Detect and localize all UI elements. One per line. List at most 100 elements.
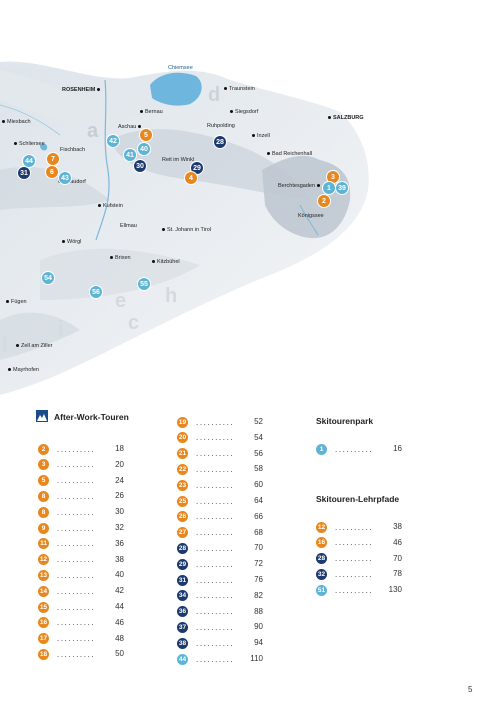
- tour-marker[interactable]: 41: [124, 149, 136, 161]
- leader-dots: ..........: [196, 575, 235, 585]
- tour-badge: 1: [316, 443, 327, 455]
- list-item[interactable]: 3..........: [38, 459, 95, 471]
- town: Oberaudorf: [58, 179, 86, 185]
- page-ref: 50: [115, 649, 124, 659]
- town: Berchtesgaden: [278, 183, 322, 190]
- leader-dots: ..........: [335, 585, 374, 595]
- page-ref: 68: [254, 527, 263, 537]
- tour-marker[interactable]: 30: [134, 160, 146, 172]
- list-item[interactable]: 37..........: [177, 621, 234, 633]
- tour-marker[interactable]: 1: [323, 182, 335, 194]
- tour-marker[interactable]: 31: [18, 167, 30, 179]
- list-item[interactable]: 11..........: [38, 538, 95, 550]
- map-terrain: [0, 0, 500, 395]
- list-item[interactable]: 14..........: [38, 585, 95, 597]
- page-ref: 36: [115, 538, 124, 548]
- leader-dots: ..........: [57, 523, 96, 533]
- list-item[interactable]: 21..........: [177, 448, 234, 460]
- page-ref: 26: [115, 491, 124, 501]
- page-ref: 90: [254, 622, 263, 632]
- town: Fügen: [4, 299, 27, 306]
- list-item[interactable]: 26..........: [177, 511, 234, 523]
- list-item[interactable]: 17..........: [38, 633, 95, 645]
- list-item[interactable]: 29..........: [177, 558, 234, 570]
- list-item[interactable]: 19..........: [177, 416, 234, 428]
- list-item[interactable]: 16..........: [316, 537, 373, 549]
- list-item[interactable]: 34..........: [177, 590, 234, 602]
- tour-badge: 19: [177, 416, 188, 428]
- terrain-ridge: [40, 248, 200, 300]
- list-item[interactable]: 20..........: [177, 432, 234, 444]
- list-item[interactable]: 12..........: [38, 554, 95, 566]
- tour-badge: 8: [38, 506, 49, 518]
- lehrpfade-title: Skitouren-Lehrpfade: [316, 494, 400, 504]
- list-item[interactable]: 2..........: [38, 443, 95, 455]
- tour-marker[interactable]: 7: [47, 153, 59, 165]
- list-item[interactable]: 1..........: [316, 443, 373, 455]
- list-item[interactable]: 51..........: [316, 584, 373, 596]
- list-item[interactable]: 28..........: [177, 542, 234, 554]
- tour-marker[interactable]: 54: [42, 272, 54, 284]
- tour-marker[interactable]: 2: [318, 195, 330, 207]
- river: [299, 204, 319, 236]
- list-item[interactable]: 23..........: [177, 479, 234, 491]
- list-item[interactable]: 18..........: [38, 648, 95, 660]
- tour-marker[interactable]: 56: [90, 286, 102, 298]
- tour-badge: 16: [316, 537, 327, 549]
- tour-badge: 36: [177, 606, 188, 618]
- leader-dots: ..........: [57, 476, 96, 486]
- list-item[interactable]: 9..........: [38, 522, 95, 534]
- tour-marker[interactable]: 4: [185, 172, 197, 184]
- list-item[interactable]: 8..........: [38, 506, 95, 518]
- after-work-icon-glyph: [37, 414, 47, 421]
- town: Bad Reichenhall: [265, 151, 312, 158]
- town: Reit im Winkl: [162, 157, 195, 163]
- tour-marker[interactable]: 43: [59, 172, 71, 184]
- leader-dots: ..........: [57, 460, 96, 470]
- tour-marker[interactable]: 6: [46, 166, 58, 178]
- list-item[interactable]: 22..........: [177, 463, 234, 475]
- tour-marker[interactable]: 28: [214, 136, 226, 148]
- list-item[interactable]: 15..........: [38, 601, 95, 613]
- leader-dots: ..........: [196, 417, 235, 427]
- tour-marker[interactable]: 42: [107, 135, 119, 147]
- town: Brixen: [108, 255, 131, 262]
- leader-dots: ..........: [196, 543, 235, 553]
- page-ref: 42: [115, 586, 124, 596]
- list-item[interactable]: 16..........: [38, 617, 95, 629]
- list-item[interactable]: 28..........: [316, 553, 373, 565]
- tour-badge: 28: [177, 542, 188, 554]
- list-item[interactable]: 36..........: [177, 606, 234, 618]
- tour-marker[interactable]: 55: [138, 278, 150, 290]
- tour-marker[interactable]: 3: [327, 171, 339, 183]
- town: ROSENHEIM: [62, 87, 102, 94]
- tour-marker[interactable]: 40: [138, 143, 150, 155]
- tour-marker[interactable]: 29: [191, 162, 203, 174]
- list-item[interactable]: 12..........: [316, 521, 373, 533]
- list-item[interactable]: 44..........: [177, 653, 234, 665]
- list-item[interactable]: 13..........: [38, 569, 95, 581]
- page-ref: 46: [393, 537, 402, 547]
- terrain-ridge: [0, 312, 80, 360]
- page-ref: 48: [115, 633, 124, 643]
- leader-dots: ..........: [57, 618, 96, 628]
- list-item[interactable]: 38..........: [177, 637, 234, 649]
- list-item[interactable]: 32..........: [316, 568, 373, 580]
- tour-marker[interactable]: 5: [140, 129, 152, 141]
- tour-marker[interactable]: 39: [336, 182, 348, 194]
- page-ref: 32: [115, 523, 124, 532]
- list-item[interactable]: 8..........: [38, 490, 95, 502]
- list-item[interactable]: 27..........: [177, 527, 234, 539]
- page-ref: 56: [254, 448, 263, 458]
- list-item[interactable]: 5..........: [38, 475, 95, 487]
- list-item[interactable]: 31..........: [177, 574, 234, 586]
- tour-badge: 31: [177, 574, 188, 586]
- leader-dots: ..........: [335, 569, 374, 579]
- list-item[interactable]: 25..........: [177, 495, 234, 507]
- page-ref: 82: [254, 590, 263, 600]
- page-ref: 24: [115, 475, 124, 485]
- leader-dots: ..........: [196, 607, 235, 617]
- leader-dots: ..........: [196, 480, 235, 490]
- tour-marker[interactable]: 44: [23, 155, 35, 167]
- region-letter: c: [128, 312, 140, 334]
